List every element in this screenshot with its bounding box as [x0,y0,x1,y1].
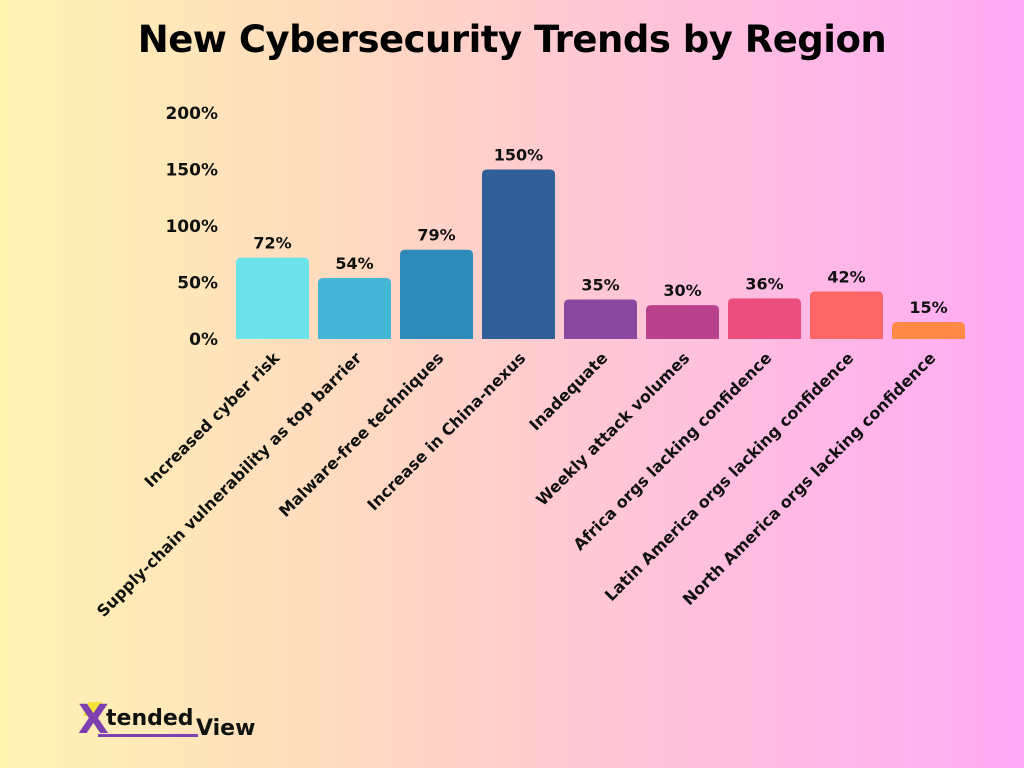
logo-underline [98,734,198,737]
data-label: 54% [335,254,373,273]
data-label: 36% [745,274,783,293]
data-label: 42% [827,268,865,287]
x-category-label: Inadequate [525,348,611,434]
logo-text-view: View [196,716,256,741]
data-label: 15% [909,298,947,317]
y-tick-label: 200% [165,104,218,124]
data-label: 72% [253,234,291,253]
data-label: 150% [494,146,543,165]
bar [482,169,555,339]
data-label: 30% [663,281,701,300]
bar [892,322,965,339]
bar [564,299,637,339]
bar [728,298,801,339]
y-tick-label: 0% [189,330,218,350]
y-tick-label: 100% [165,217,218,237]
bar [318,277,391,339]
x-category-label: Malware-free techniques [275,348,447,520]
data-label: 35% [581,275,619,294]
logo-text-tended: tended [106,706,194,731]
bar [810,291,883,339]
y-tick-label: 50% [177,274,218,294]
chart-title: New Cybersecurity Trends by Region [137,18,887,61]
x-category-label: Increase in China-nexus [363,348,529,514]
x-category-label: Increased cyber risk [141,348,284,491]
xtendedview-logo: X tended View [78,700,278,744]
x-category-label: Weekly attack volumes [532,348,693,509]
bar [400,249,473,339]
data-label: 79% [417,226,455,245]
y-tick-label: 150% [165,161,218,181]
bar [236,257,309,339]
logo-x-mark: X [78,697,109,743]
bar [646,305,719,339]
